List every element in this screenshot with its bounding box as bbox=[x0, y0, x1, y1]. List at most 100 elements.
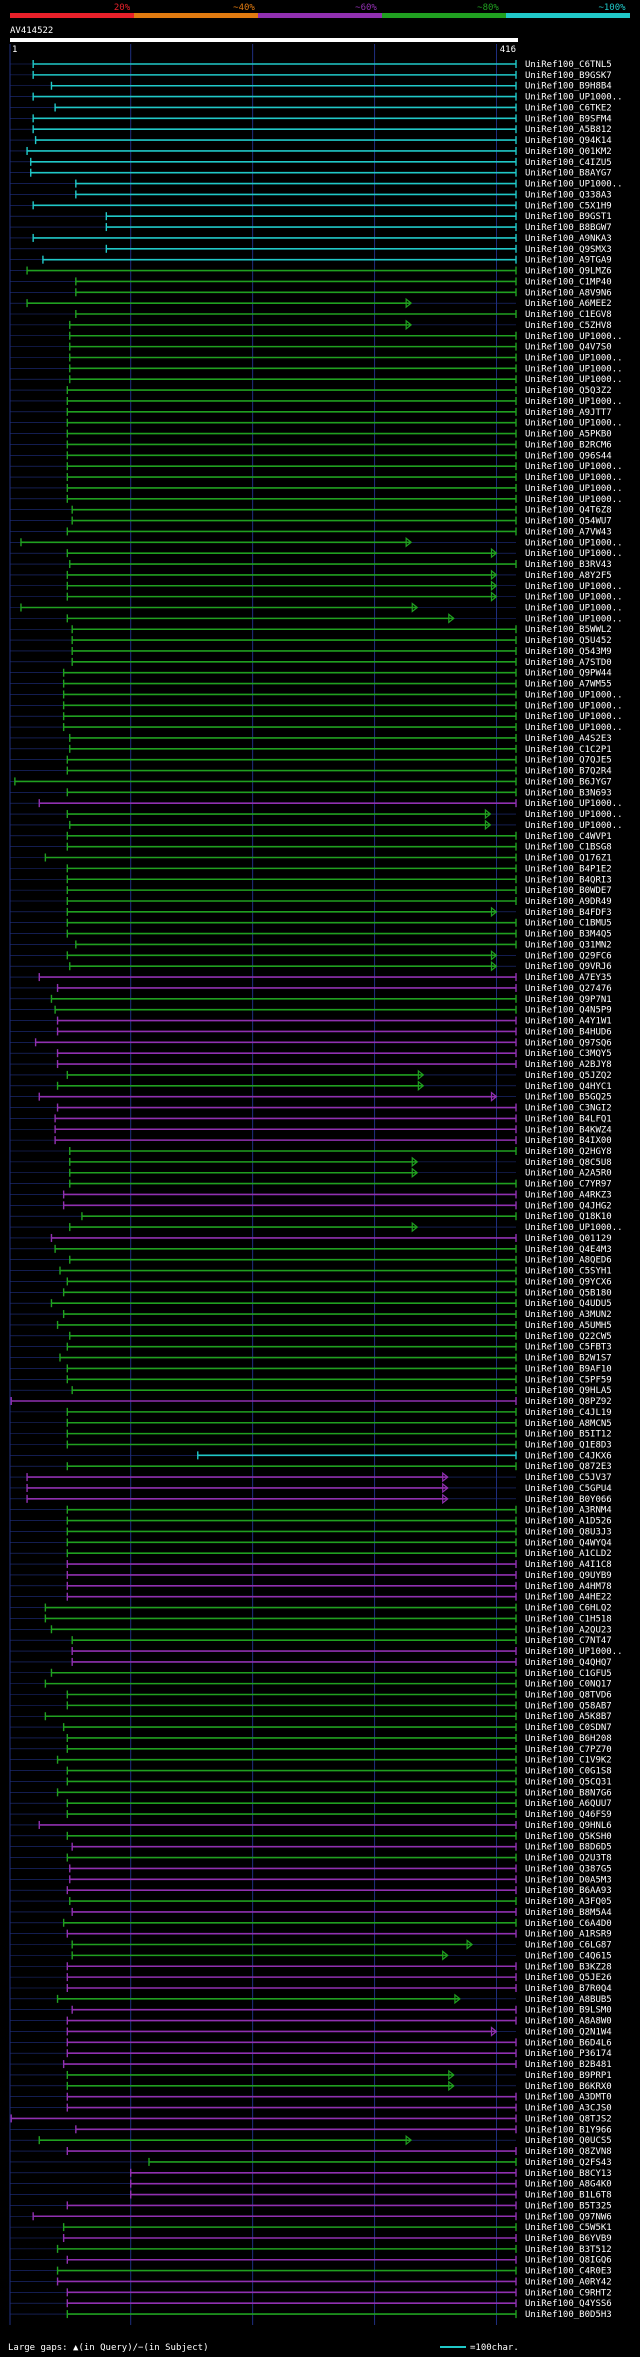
hit-label[interactable]: UniRef100_Q5KSH0 bbox=[525, 1832, 612, 1842]
hit-label[interactable]: UniRef100_Q27476 bbox=[525, 984, 612, 994]
hit-label[interactable]: UniRef100_B1Y966 bbox=[525, 2125, 612, 2135]
hit-label[interactable]: UniRef100_A5PKB0 bbox=[525, 430, 612, 440]
hit-label[interactable]: UniRef100_A4I1C8 bbox=[525, 1560, 612, 1570]
hit-label[interactable]: UniRef100_B3M4Q5 bbox=[525, 930, 612, 940]
hit-label[interactable]: UniRef100_C5FBT3 bbox=[525, 1343, 612, 1353]
hit-label[interactable]: UniRef100_Q9UYB9 bbox=[525, 1571, 612, 1581]
hit-label[interactable]: UniRef100_C0NQ17 bbox=[525, 1680, 612, 1690]
hit-label[interactable]: UniRef100_Q58AB7 bbox=[525, 1701, 612, 1711]
hit-label[interactable]: UniRef100_Q9VRJ6 bbox=[525, 962, 612, 972]
hit-label[interactable]: UniRef100_B5WWL2 bbox=[525, 625, 612, 635]
hit-label[interactable]: UniRef100_B4KWZ4 bbox=[525, 1125, 612, 1135]
hit-label[interactable]: UniRef100_C1BMU5 bbox=[525, 919, 612, 929]
hit-label[interactable]: UniRef100_Q97SQ6 bbox=[525, 1038, 612, 1048]
hit-label[interactable]: UniRef100_A8G4K0 bbox=[525, 2180, 612, 2190]
hit-label[interactable]: UniRef100_C7NT47 bbox=[525, 1636, 612, 1646]
hit-label[interactable]: UniRef100_Q5JE26 bbox=[525, 1973, 612, 1983]
hit-label[interactable]: UniRef100_C5PF59 bbox=[525, 1375, 612, 1385]
hit-label[interactable]: UniRef100_Q31MN2 bbox=[525, 940, 612, 950]
hit-label[interactable]: UniRef100_B5T325 bbox=[525, 2201, 612, 2211]
hit-label[interactable]: UniRef100_B9GSK7 bbox=[525, 71, 612, 81]
hit-label[interactable]: UniRef100_C6A4D0 bbox=[525, 1919, 612, 1929]
hit-label[interactable]: UniRef100_Q872E3 bbox=[525, 1462, 612, 1472]
hit-label[interactable]: UniRef100_C4JL19 bbox=[525, 1408, 612, 1418]
hit-label[interactable]: UniRef100_Q4HYC1 bbox=[525, 1082, 612, 1092]
hit-label[interactable]: UniRef100_C6TNL5 bbox=[525, 60, 612, 70]
hit-label[interactable]: UniRef100_A5B812 bbox=[525, 125, 612, 135]
hit-label[interactable]: UniRef100_B3N693 bbox=[525, 788, 612, 798]
hit-label[interactable]: UniRef100_A8Y2F5 bbox=[525, 571, 612, 581]
hit-label[interactable]: UniRef100_Q5U452 bbox=[525, 636, 612, 646]
hit-label[interactable]: UniRef100_Q01129 bbox=[525, 1234, 612, 1244]
hit-label[interactable]: UniRef100_Q9SMX3 bbox=[525, 245, 612, 255]
hit-label[interactable]: UniRef100_A7WM55 bbox=[525, 680, 612, 690]
hit-label[interactable]: UniRef100_Q8PZ92 bbox=[525, 1397, 612, 1407]
hit-label[interactable]: UniRef100_B6KRX0 bbox=[525, 2082, 612, 2092]
hit-label[interactable]: UniRef100_C1MP40 bbox=[525, 277, 612, 287]
hit-label[interactable]: UniRef100_Q7QJE5 bbox=[525, 756, 612, 766]
hit-label[interactable]: UniRef100_A2QU23 bbox=[525, 1625, 612, 1635]
hit-label[interactable]: UniRef100_UP1000.. bbox=[525, 473, 623, 483]
hit-label[interactable]: UniRef100_UP1000.. bbox=[525, 723, 623, 733]
hit-label[interactable]: UniRef100_A6MEE2 bbox=[525, 299, 612, 309]
hit-label[interactable]: UniRef100_C4WVP1 bbox=[525, 832, 612, 842]
hit-label[interactable]: UniRef100_A4HE22 bbox=[525, 1593, 612, 1603]
hit-label[interactable]: UniRef100_B4LFQ1 bbox=[525, 1114, 612, 1124]
hit-label[interactable]: UniRef100_A8BUB5 bbox=[525, 1995, 612, 2005]
hit-label[interactable]: UniRef100_B9AF10 bbox=[525, 1364, 612, 1374]
hit-label[interactable]: UniRef100_Q46FS9 bbox=[525, 1810, 612, 1820]
hit-label[interactable]: UniRef100_B8BGW7 bbox=[525, 223, 612, 233]
hit-label[interactable]: UniRef100_B9GST1 bbox=[525, 212, 612, 222]
hit-label[interactable]: UniRef100_C5X1H9 bbox=[525, 201, 612, 211]
hit-label[interactable]: UniRef100_B4HUD6 bbox=[525, 1027, 612, 1037]
hit-label[interactable]: UniRef100_C7YR97 bbox=[525, 1180, 612, 1190]
hit-label[interactable]: UniRef100_C6TKE2 bbox=[525, 103, 612, 113]
hit-label[interactable]: UniRef100_A8A8W0 bbox=[525, 2017, 612, 2027]
hit-label[interactable]: UniRef100_Q01KM2 bbox=[525, 147, 612, 157]
hit-label[interactable]: UniRef100_Q5JZQ2 bbox=[525, 1071, 612, 1081]
hit-label[interactable]: UniRef100_Q543M9 bbox=[525, 647, 612, 657]
hit-label[interactable]: UniRef100_C7PZ70 bbox=[525, 1745, 612, 1755]
hit-label[interactable]: UniRef100_UP1000.. bbox=[525, 397, 623, 407]
hit-label[interactable]: UniRef100_C5ZHV8 bbox=[525, 321, 612, 331]
hit-label[interactable]: UniRef100_Q1E8D3 bbox=[525, 1440, 612, 1450]
hit-label[interactable]: UniRef100_C3NGI2 bbox=[525, 1104, 612, 1114]
hit-label[interactable]: UniRef100_A8QED6 bbox=[525, 1256, 612, 1266]
hit-label[interactable]: UniRef100_Q94K14 bbox=[525, 136, 612, 146]
hit-label[interactable]: UniRef100_UP1000.. bbox=[525, 180, 623, 190]
hit-label[interactable]: UniRef100_Q8U3J3 bbox=[525, 1527, 612, 1537]
hit-label[interactable]: UniRef100_C9RHT2 bbox=[525, 2288, 612, 2298]
hit-label[interactable]: UniRef100_Q4UDU5 bbox=[525, 1299, 612, 1309]
hit-label[interactable]: UniRef100_UP1000.. bbox=[525, 799, 623, 809]
hit-label[interactable]: UniRef100_B0D5H3 bbox=[525, 2310, 612, 2320]
hit-label[interactable]: UniRef100_Q54WU7 bbox=[525, 517, 612, 527]
hit-label[interactable]: UniRef100_C1EGV8 bbox=[525, 310, 612, 320]
hit-label[interactable]: UniRef100_A1CLD2 bbox=[525, 1549, 612, 1559]
hit-label[interactable]: UniRef100_UP1000.. bbox=[525, 1647, 623, 1657]
hit-label[interactable]: UniRef100_Q338A3 bbox=[525, 190, 612, 200]
hit-label[interactable]: UniRef100_Q0UCS5 bbox=[525, 2136, 612, 2146]
hit-label[interactable]: UniRef100_A1RSR9 bbox=[525, 1930, 612, 1940]
hit-label[interactable]: UniRef100_B2W1S7 bbox=[525, 1354, 612, 1364]
hit-label[interactable]: UniRef100_A1D526 bbox=[525, 1517, 612, 1527]
hit-label[interactable]: UniRef100_UP1000.. bbox=[525, 821, 623, 831]
hit-label[interactable]: UniRef100_UP1000.. bbox=[525, 810, 623, 820]
hit-label[interactable]: UniRef100_B8M5A4 bbox=[525, 1908, 612, 1918]
hit-label[interactable]: UniRef100_Q2HGY8 bbox=[525, 1147, 612, 1157]
hit-label[interactable]: UniRef100_B4P1E2 bbox=[525, 864, 612, 874]
hit-label[interactable]: UniRef100_Q96S44 bbox=[525, 451, 612, 461]
hit-label[interactable]: UniRef100_Q8TJS2 bbox=[525, 2114, 612, 2124]
hit-label[interactable]: UniRef100_Q5B180 bbox=[525, 1288, 612, 1298]
hit-label[interactable]: UniRef100_Q9YCX6 bbox=[525, 1277, 612, 1287]
hit-label[interactable]: UniRef100_B7Q2R4 bbox=[525, 767, 612, 777]
hit-label[interactable]: UniRef100_Q2N1W4 bbox=[525, 2027, 612, 2037]
hit-label[interactable]: UniRef100_P36174 bbox=[525, 2049, 612, 2059]
hit-label[interactable]: UniRef100_Q9HLA5 bbox=[525, 1386, 612, 1396]
hit-label[interactable]: UniRef100_Q29FC6 bbox=[525, 951, 612, 961]
hit-label[interactable]: UniRef100_B8AYG7 bbox=[525, 169, 612, 179]
hit-label[interactable]: UniRef100_Q4T6Z8 bbox=[525, 506, 612, 516]
hit-label[interactable]: UniRef100_B4FDF3 bbox=[525, 908, 612, 918]
hit-label[interactable]: UniRef100_C5W5K1 bbox=[525, 2223, 612, 2233]
hit-label[interactable]: UniRef100_UP1000.. bbox=[525, 690, 623, 700]
hit-label[interactable]: UniRef100_B0WDE7 bbox=[525, 886, 612, 896]
